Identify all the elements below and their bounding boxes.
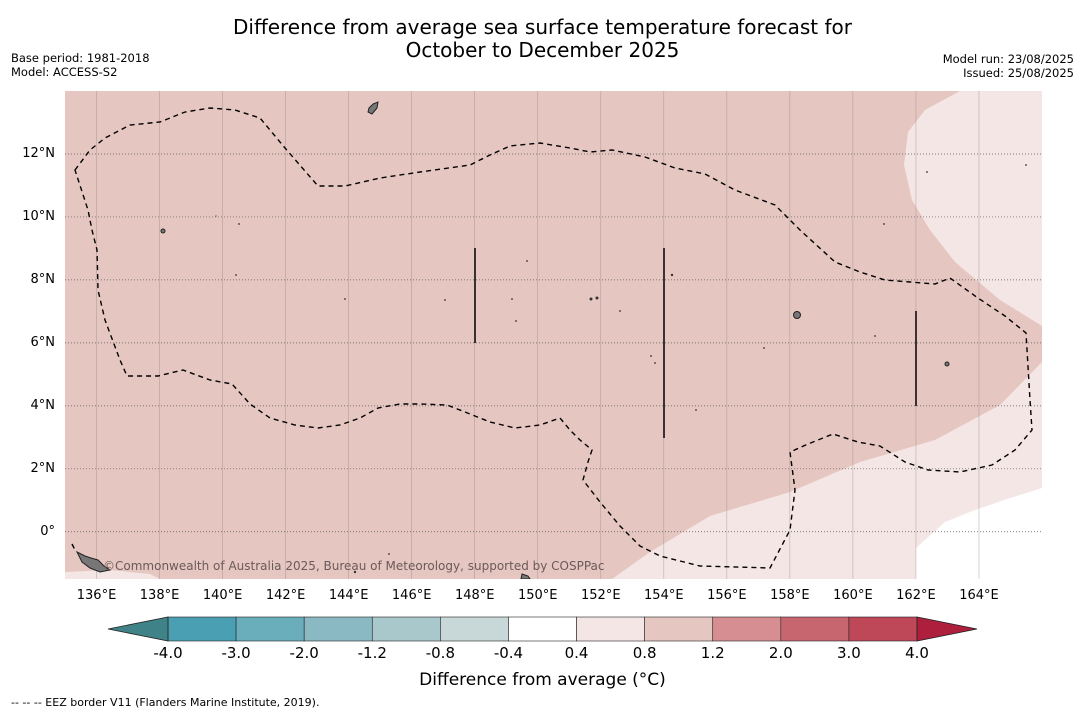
latitude-label: 0° <box>40 523 55 539</box>
base-period-text: Base period: 1981-2018 <box>11 51 150 65</box>
colorbar-tick-label: 1.2 <box>700 644 725 662</box>
colorbar-under-arrow <box>107 616 169 642</box>
longitude-label: 136°E <box>76 588 117 603</box>
longitude-label: 158°E <box>770 588 810 603</box>
eez-border-line <box>74 107 1033 569</box>
colorbar-bin <box>644 616 714 642</box>
longitude-label: 152°E <box>581 588 621 603</box>
longitude-label: 160°E <box>833 588 873 603</box>
island-small <box>670 273 674 277</box>
longitude-label: 154°E <box>644 588 684 603</box>
longitude-label: 144°E <box>328 588 369 603</box>
land-masses <box>75 101 1027 579</box>
solid-boundary-lines <box>474 248 917 438</box>
colorbar-tick-label: -3.0 <box>221 644 251 662</box>
colorbar-bin <box>167 616 237 642</box>
colorbar-over-arrow <box>916 616 978 642</box>
colorbar-tick-label: -4.0 <box>153 644 183 662</box>
colorbar-bin <box>371 616 441 642</box>
colorbar-bin <box>303 616 373 642</box>
issued-text: Issued: 25/08/2025 <box>963 66 1074 80</box>
anomaly-region-0_4-0_8-south-east <box>612 362 1042 579</box>
longitude-label: 138°E <box>139 588 180 603</box>
island-south <box>520 573 531 579</box>
island-north <box>367 101 379 115</box>
eez-border <box>71 107 1033 569</box>
colorbar-bin <box>780 616 850 642</box>
colorbar-tick-label: -2.0 <box>289 644 319 662</box>
latitude-label: 6°N <box>30 334 56 350</box>
longitude-label: 150°E <box>517 588 558 603</box>
colorbar-label: Difference from average (°C) <box>419 670 666 690</box>
colorbar-tick-label: 3.0 <box>836 644 861 662</box>
colorbar-bin <box>712 616 782 642</box>
longitude-label: 140°E <box>202 588 243 603</box>
island-west <box>75 550 112 573</box>
longitude-label: 156°E <box>707 588 747 603</box>
longitude-label: 164°E <box>959 588 999 603</box>
colorbar-tick-label: 0.4 <box>564 644 589 662</box>
graticule <box>65 91 1042 579</box>
longitude-label: 146°E <box>391 588 432 603</box>
anomaly-region-0_4-0_8-north-east <box>904 91 1042 326</box>
latitude-label: 4°N <box>30 397 56 413</box>
latitude-label: 8°N <box>30 271 56 287</box>
chart-title-line2: October to December 2025 <box>405 38 680 62</box>
eez-border-line <box>71 543 77 553</box>
colorbar-bin <box>508 616 577 642</box>
island-small <box>589 297 593 301</box>
colorbar-bin <box>235 616 305 642</box>
longitude-label: 148°E <box>454 588 495 603</box>
model-text: Model: ACCESS-S2 <box>11 65 118 79</box>
latitude-label: 12°N <box>22 145 55 161</box>
colorbar-tick-label: 4.0 <box>905 644 929 662</box>
model-run-text: Model run: 23/08/2025 <box>942 52 1074 66</box>
colorbar-bin <box>440 616 509 642</box>
colorbar-tick-label: -0.4 <box>493 644 524 662</box>
latitude-label: 10°N <box>22 208 55 224</box>
anomaly-region-0_4-0_8-south-west <box>65 570 160 579</box>
colorbar-tick-label: 2.0 <box>768 644 793 662</box>
colorbar <box>107 616 978 642</box>
copyright-text: ©Commonwealth of Australia 2025, Bureau … <box>103 559 605 573</box>
colorbar-tick-label: 0.8 <box>632 644 657 662</box>
island-small <box>160 228 166 234</box>
chart-title-line1: Difference from average sea surface temp… <box>232 15 852 39</box>
colorbar-tick-label: -0.8 <box>425 644 455 662</box>
eez-footnote: -- -- -- EEZ border V11 (Flanders Marine… <box>11 696 320 709</box>
latitude-label: 2°N <box>30 460 56 476</box>
island-small <box>944 361 950 367</box>
longitude-label: 162°E <box>896 588 936 603</box>
colorbar-bin <box>576 616 645 642</box>
longitude-label: 142°E <box>265 588 306 603</box>
colorbar-bin <box>848 616 918 642</box>
island-small <box>595 296 599 300</box>
island-small <box>793 311 801 319</box>
colorbar-tick-label: -1.2 <box>357 644 387 662</box>
